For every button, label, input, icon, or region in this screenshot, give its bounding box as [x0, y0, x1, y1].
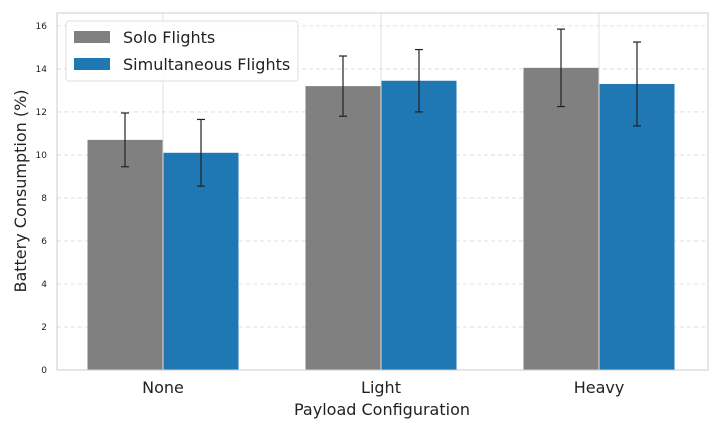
y-tick-label: 0	[41, 366, 47, 376]
y-tick-label: 16	[36, 22, 48, 32]
legend-label-simultaneous: Simultaneous Flights	[123, 55, 290, 74]
x-tick-label: None	[142, 378, 184, 397]
x-tick-label: Heavy	[574, 378, 625, 397]
y-tick-label: 14	[36, 65, 48, 75]
y-axis-ticks: 0 2 4 6 8 10 12 14 16	[36, 22, 48, 376]
plot-frame	[56, 12, 709, 371]
legend-box	[65, 20, 299, 82]
x-axis-ticks: None Light Heavy	[142, 378, 624, 397]
y-tick-label: 12	[36, 108, 47, 118]
y-tick-label: 2	[41, 323, 47, 333]
y-tick-label: 8	[41, 194, 47, 204]
legend-swatch-simultaneous	[74, 58, 110, 70]
legend: Solo Flights Simultaneous Flights	[65, 20, 299, 82]
x-axis-label: Payload Configuration	[294, 400, 470, 419]
y-axis-label: Battery Consumption (%)	[11, 89, 30, 292]
y-tick-label: 4	[41, 280, 47, 290]
bars	[87, 67, 675, 371]
legend-swatch-solo	[74, 31, 110, 43]
bar-simultaneous-flights	[599, 83, 675, 370]
y-tick-label: 10	[36, 151, 48, 161]
y-tick-label: 6	[41, 237, 47, 247]
bar-solo-flights	[305, 86, 381, 370]
legend-label-solo: Solo Flights	[123, 28, 215, 47]
error-bars	[121, 28, 641, 187]
bar-solo-flights	[523, 67, 599, 370]
bar-simultaneous-flights	[381, 80, 457, 371]
x-tick-label: Light	[361, 378, 401, 397]
bar-simultaneous-flights	[163, 152, 239, 370]
bar-solo-flights	[87, 139, 163, 370]
